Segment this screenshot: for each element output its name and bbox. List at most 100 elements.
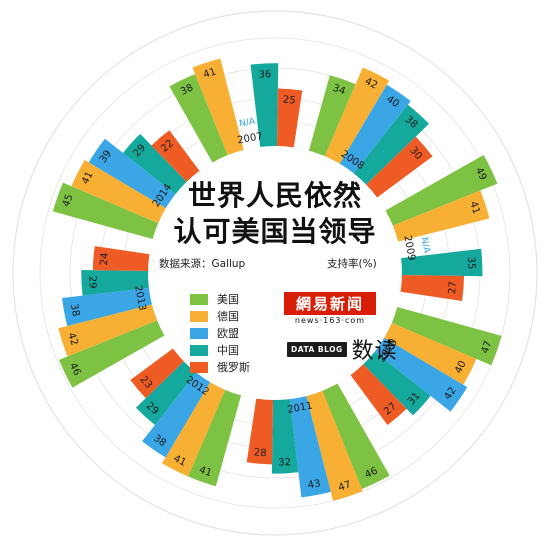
- bar-2010-germany: [384, 322, 477, 385]
- bar-2012-us: [188, 389, 242, 487]
- chart-title-line-1: 世界人民依然: [187, 179, 362, 212]
- bar-2007-germany: [192, 58, 244, 156]
- bar-2008-us: [308, 75, 356, 157]
- legend-item-china: 中国: [190, 342, 280, 358]
- bar-2014-germany: [71, 160, 166, 224]
- datablog-logo-text: 数读: [351, 339, 398, 364]
- value-label-2007-china: 36: [258, 69, 271, 81]
- bar-2010-us: [391, 306, 502, 366]
- bar-2010-russia: [350, 364, 407, 426]
- value-label-2007-us: 38: [179, 82, 195, 97]
- bar-2013-china: [81, 269, 149, 296]
- bar-2009-germany: [392, 190, 490, 242]
- year-label-2011: 2011: [287, 400, 314, 415]
- bar-2007-us: [169, 74, 228, 163]
- legend-label-russia: 俄罗斯: [217, 361, 250, 374]
- value-label-2011-china: 32: [278, 457, 291, 469]
- legend-item-russia: 俄罗斯: [190, 359, 280, 375]
- value-label-2011-eu: 43: [307, 478, 322, 491]
- bar-2014-eu: [88, 138, 176, 209]
- netease-logo-mark: 網易新闻: [284, 292, 376, 315]
- value-label-2014-us: 45: [61, 193, 76, 209]
- bar-2008-germany: [324, 67, 390, 164]
- bar-2009-russia: [400, 274, 465, 301]
- bar-2007-russia: [276, 88, 303, 148]
- value-label-2007-germany: 41: [202, 66, 218, 80]
- year-label-2013: 2013: [132, 285, 147, 312]
- value-label-2008-germany: 42: [363, 76, 379, 92]
- legend-swatch-germany: [190, 310, 208, 322]
- value-label-2011-russia: 28: [253, 447, 267, 459]
- legend-label-eu: 欧盟: [217, 327, 239, 340]
- legend: 美国 德国 欧盟 中国 俄罗斯: [190, 291, 280, 376]
- value-label-2013-eu: 38: [68, 303, 81, 318]
- guide-circle: [39, 37, 511, 509]
- bar-2011-germany: [306, 390, 363, 501]
- value-label-2009-germany: 41: [467, 200, 481, 216]
- bar-2012-russia: [130, 348, 184, 399]
- value-label-2013-russia: 24: [99, 252, 111, 266]
- value-label-2014-germany: 41: [80, 170, 96, 186]
- legend-item-germany: 德国: [190, 308, 280, 324]
- unit-label: 支持率(%): [327, 258, 377, 270]
- bar-2010-eu: [374, 337, 468, 412]
- value-label-2012-us: 41: [198, 465, 214, 480]
- value-label-2013-germany: 42: [65, 331, 79, 347]
- legend-item-eu: 欧盟: [190, 325, 280, 341]
- bar-2014-us: [52, 182, 159, 240]
- bar-2008-china: [353, 104, 429, 185]
- value-label-2007-russia: 25: [282, 95, 296, 107]
- value-label-2011-germany: 47: [337, 479, 353, 493]
- year-label-2009: 2009: [401, 235, 416, 262]
- legend-label-germany: 德国: [217, 310, 239, 323]
- datablog-logo: DATA BLOG 数读: [287, 333, 398, 365]
- bar-2012-eu: [142, 372, 211, 458]
- bar-2008-eu: [339, 84, 411, 174]
- value-label-2010-us: 47: [480, 339, 495, 355]
- year-label-2007: 2007: [237, 131, 264, 146]
- legend-swatch-us: [190, 293, 208, 305]
- legend-swatch-china: [190, 344, 208, 356]
- center-disc: [150, 148, 400, 398]
- value-label-2008-us: 34: [331, 83, 347, 98]
- datablog-logo-box: DATA BLOG: [287, 341, 347, 357]
- netease-news-logo: 網易新闻 news·163·com: [284, 292, 376, 325]
- netease-logo-url: news·163·com: [294, 316, 366, 325]
- bar-2007-china: [250, 63, 279, 147]
- value-label-2012-germany: 41: [171, 453, 187, 469]
- bar-2011-eu: [289, 396, 331, 498]
- legend-item-us: 美国: [190, 291, 280, 307]
- bar-2013-germany: [58, 304, 158, 357]
- value-label-2013-us: 46: [67, 361, 82, 377]
- bar-2013-russia: [92, 246, 150, 272]
- value-label-2010-germany: 40: [453, 359, 469, 375]
- bar-2011-china: [271, 399, 299, 474]
- bar-2009-us: [385, 154, 498, 226]
- legend-label-china: 中国: [217, 344, 239, 357]
- bar-2010-china: [363, 351, 431, 416]
- bar-2008-russia: [366, 136, 433, 198]
- bar-2012-china: [135, 361, 197, 426]
- legend-swatch-russia: [190, 361, 208, 373]
- value-label-2013-china: 29: [86, 276, 98, 289]
- bar-2013-eu: [62, 287, 152, 326]
- bar-2014-russia: [151, 130, 200, 182]
- value-label-2011-us: 46: [363, 466, 379, 481]
- na-label-2007-eu: N/A: [238, 117, 256, 130]
- legend-label-us: 美国: [217, 293, 239, 306]
- value-label-2009-us: 49: [473, 166, 488, 182]
- bar-2014-china: [122, 133, 187, 195]
- data-source: 数据来源：Gallup: [159, 258, 246, 270]
- value-label-2009-russia: 27: [447, 281, 459, 295]
- bar-2009-china: [401, 248, 483, 277]
- value-label-2009-china: 35: [465, 256, 477, 269]
- bar-2011-russia: [246, 398, 274, 465]
- legend-swatch-eu: [190, 327, 208, 339]
- bar-2012-germany: [162, 382, 226, 477]
- chart-title-line-2: 认可美国当领导: [173, 215, 377, 248]
- na-label-2009-eu: N/A: [419, 236, 432, 254]
- bar-2011-us: [322, 383, 390, 490]
